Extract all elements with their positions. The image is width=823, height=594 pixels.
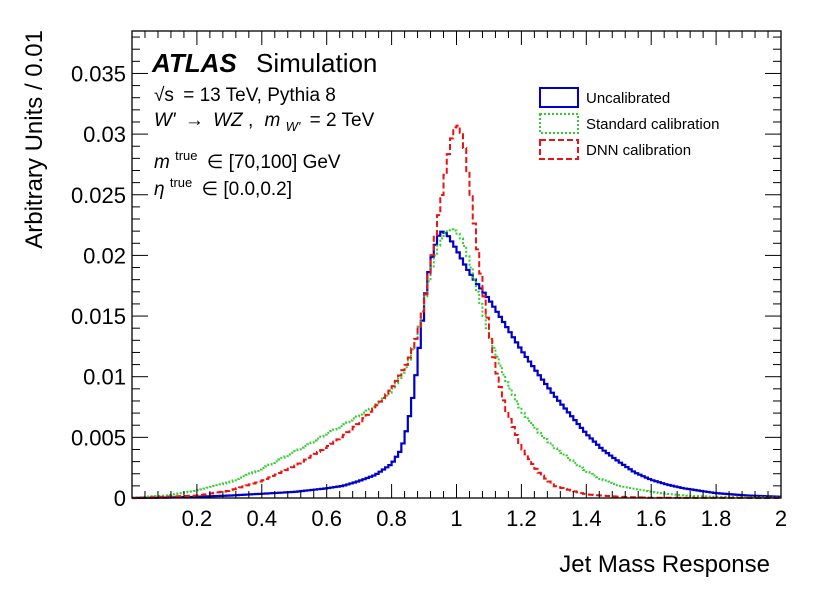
eta-superscript: true <box>170 175 192 190</box>
tick-labels: 0.2 0.4 0.6 0.8 1 1.2 1.4 1.6 1.8 2 0 0.005 0.01 0.01… <box>71 61 787 531</box>
legend-label: Uncalibrated <box>586 90 670 107</box>
energy-line: √s = 13 TeV, Pythia 8 <box>154 85 336 106</box>
x-tick-label: 0.4 <box>247 506 278 531</box>
process-line: W' → WZ , m W' = 2 TeV <box>154 110 375 136</box>
series-dnn-calibration <box>132 124 781 499</box>
x-tick-label: 1 <box>450 506 462 531</box>
mtrue-range: ∈ [70,100] GeV <box>207 152 341 173</box>
axis-ticks <box>131 31 782 499</box>
x-tick-label: 0.2 <box>182 506 213 531</box>
y-tick-label: 0.025 <box>71 183 126 208</box>
y-axis-title: Arbitrary Units / 0.01 <box>21 30 48 249</box>
y-tick-label: 0.01 <box>83 365 126 390</box>
y-tick-label: 0.015 <box>71 304 126 329</box>
y-tick-label: 0.035 <box>71 61 126 86</box>
process-lhs: W' <box>154 110 177 131</box>
x-tick-label: 1.6 <box>636 506 667 531</box>
eta-line: η true ∈ [0.0,0.2] <box>154 171 292 200</box>
x-tick-label: 1.4 <box>571 506 602 531</box>
x-tick-label: 0.8 <box>376 506 407 531</box>
series-uncalibrated <box>132 230 781 500</box>
sqrt-s-symbol: √s <box>154 85 174 106</box>
process-rhs: WZ <box>213 110 244 131</box>
legend-label: Standard calibration <box>586 116 719 133</box>
legend-swatch <box>539 139 579 160</box>
legend: Uncalibrated Standard calibration DNN cali… <box>539 87 719 160</box>
mtrue-line: m true ∈ [70,100] GeV <box>154 144 341 173</box>
legend-swatch <box>539 87 579 108</box>
mtrue-symbol: m <box>154 152 170 173</box>
legend-label: DNN calibration <box>586 142 691 159</box>
mass-value: = 2 TeV <box>310 110 375 131</box>
mtrue-superscript: true <box>175 148 197 163</box>
energy-text: = 13 TeV, Pythia 8 <box>183 85 336 106</box>
x-tick-label: 2 <box>775 506 787 531</box>
mass-subscript: W' <box>286 119 301 134</box>
atlas-label: ATLAS <box>151 48 237 78</box>
y-tick-label: 0.02 <box>83 243 126 268</box>
series-standard-calibration <box>132 228 781 499</box>
legend-swatch <box>539 113 579 134</box>
simulation-label: Simulation <box>256 48 377 78</box>
y-tick-label: 0 <box>114 486 126 511</box>
mass-symbol: m <box>265 110 281 131</box>
y-tick-label: 0.03 <box>83 122 126 147</box>
process-separator: , <box>248 110 253 131</box>
eta-symbol: η <box>154 179 165 200</box>
y-tick-label: 0.005 <box>71 425 126 450</box>
x-tick-label: 1.8 <box>701 506 732 531</box>
x-tick-label: 0.6 <box>311 506 342 531</box>
x-axis-title: Jet Mass Response <box>559 551 770 578</box>
eta-range: ∈ [0.0,0.2] <box>202 179 293 200</box>
arrow-symbol: → <box>185 110 204 131</box>
x-tick-label: 1.2 <box>506 506 537 531</box>
series-layer <box>132 124 781 500</box>
